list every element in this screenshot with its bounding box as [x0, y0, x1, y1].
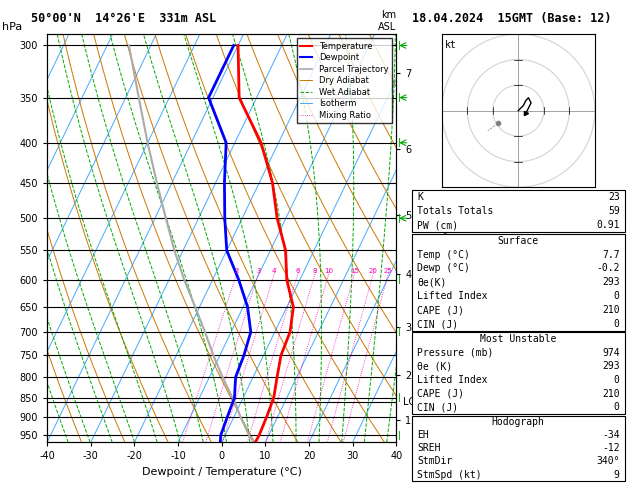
Text: 10: 10 [324, 268, 333, 274]
Text: 4: 4 [272, 268, 277, 274]
Text: 9: 9 [614, 469, 620, 480]
Text: Totals Totals: Totals Totals [417, 206, 493, 216]
Text: 18.04.2024  15GMT (Base: 12): 18.04.2024 15GMT (Base: 12) [412, 12, 611, 25]
Text: 15: 15 [350, 268, 359, 274]
Text: StmDir: StmDir [417, 456, 452, 467]
Text: 8: 8 [313, 268, 317, 274]
Text: 23: 23 [608, 191, 620, 202]
Text: 293: 293 [602, 362, 620, 371]
Legend: Temperature, Dewpoint, Parcel Trajectory, Dry Adiabat, Wet Adiabat, Isotherm, Mi: Temperature, Dewpoint, Parcel Trajectory… [297, 38, 392, 123]
Text: 0: 0 [614, 402, 620, 412]
Text: 0.91: 0.91 [596, 220, 620, 230]
Text: 59: 59 [608, 206, 620, 216]
Text: -12: -12 [602, 443, 620, 453]
Text: 20: 20 [369, 268, 377, 274]
Text: -0.2: -0.2 [596, 263, 620, 274]
Text: 974: 974 [602, 348, 620, 358]
Text: 210: 210 [602, 305, 620, 315]
Text: 0: 0 [614, 291, 620, 301]
Text: CIN (J): CIN (J) [417, 402, 458, 412]
Text: Dewp (°C): Dewp (°C) [417, 263, 470, 274]
Text: 7.7: 7.7 [602, 250, 620, 260]
Text: 6: 6 [296, 268, 300, 274]
Text: |: | [398, 393, 401, 402]
Text: θe (K): θe (K) [417, 362, 452, 371]
Text: 293: 293 [602, 278, 620, 287]
X-axis label: Dewpoint / Temperature (°C): Dewpoint / Temperature (°C) [142, 467, 302, 477]
Text: Temp (°C): Temp (°C) [417, 250, 470, 260]
Text: Lifted Index: Lifted Index [417, 375, 487, 385]
Text: Mixing Ratio (g/kg): Mixing Ratio (g/kg) [445, 219, 454, 298]
Text: km
ASL: km ASL [378, 10, 396, 32]
Text: kt: kt [445, 40, 457, 50]
Text: SREH: SREH [417, 443, 440, 453]
Text: |: | [398, 41, 401, 50]
Text: © weatheronline.co.uk: © weatheronline.co.uk [459, 472, 582, 482]
Text: |: | [398, 431, 401, 440]
Text: θe(K): θe(K) [417, 278, 447, 287]
Text: PW (cm): PW (cm) [417, 220, 458, 230]
Text: Pressure (mb): Pressure (mb) [417, 348, 493, 358]
Text: |: | [398, 214, 401, 223]
Text: |: | [398, 328, 401, 336]
Text: Hodograph: Hodograph [492, 417, 545, 427]
Text: |: | [398, 276, 401, 284]
Text: 25: 25 [384, 268, 392, 274]
Text: LCL: LCL [403, 397, 421, 407]
Text: Most Unstable: Most Unstable [480, 334, 557, 344]
Text: K: K [417, 191, 423, 202]
Text: CAPE (J): CAPE (J) [417, 305, 464, 315]
Text: Lifted Index: Lifted Index [417, 291, 487, 301]
Text: EH: EH [417, 430, 429, 440]
Text: 50°00'N  14°26'E  331m ASL: 50°00'N 14°26'E 331m ASL [31, 12, 217, 25]
Text: hPa: hPa [2, 22, 22, 32]
Text: CAPE (J): CAPE (J) [417, 389, 464, 399]
Text: |: | [398, 93, 401, 102]
Text: 2: 2 [234, 268, 238, 274]
Text: StmSpd (kt): StmSpd (kt) [417, 469, 482, 480]
Text: 3: 3 [256, 268, 260, 274]
Text: 340°: 340° [596, 456, 620, 467]
Text: 0: 0 [614, 375, 620, 385]
Text: |: | [398, 138, 401, 147]
Text: 210: 210 [602, 389, 620, 399]
Text: CIN (J): CIN (J) [417, 319, 458, 329]
Text: -34: -34 [602, 430, 620, 440]
Text: Surface: Surface [498, 236, 539, 246]
Text: 0: 0 [614, 319, 620, 329]
